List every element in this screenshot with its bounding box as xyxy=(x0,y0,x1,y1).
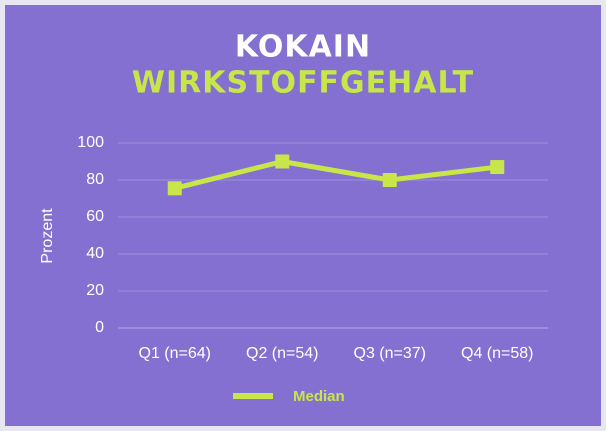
x-tick-label: Q3 (n=37) xyxy=(354,345,426,362)
x-tick-label: Q1 (n=64) xyxy=(139,345,211,362)
y-tick-label: 0 xyxy=(95,319,104,336)
marker xyxy=(382,173,397,187)
y-tick-label: 20 xyxy=(86,282,104,299)
y-axis-label: Prozent xyxy=(39,208,56,264)
chart-title: KOKAIN xyxy=(235,30,371,65)
legend-label: Median xyxy=(293,388,345,405)
background xyxy=(5,5,601,426)
y-tick-label: 80 xyxy=(86,171,104,188)
y-tick-label: 40 xyxy=(86,245,104,262)
y-tick-label: 60 xyxy=(86,208,104,225)
y-tick-label: 100 xyxy=(77,134,104,151)
x-tick-label: Q2 (n=54) xyxy=(246,345,318,362)
marker xyxy=(490,160,505,175)
line xyxy=(174,159,498,191)
marker xyxy=(167,181,182,196)
x-tick-label: Q4 (n=58) xyxy=(461,345,533,362)
marker xyxy=(275,154,290,169)
chart-title: WIRKSTOFFGEHALT xyxy=(132,66,474,101)
